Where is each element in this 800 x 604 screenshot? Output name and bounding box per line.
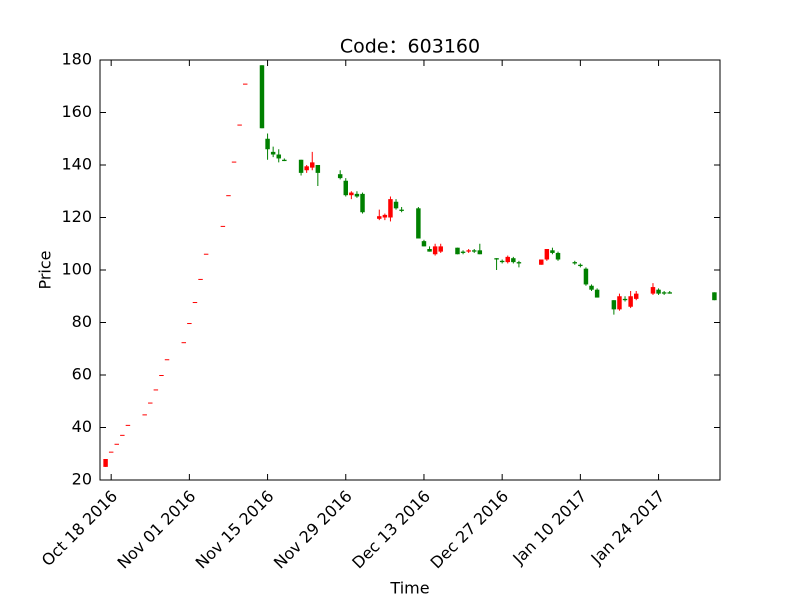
candle-body <box>148 402 153 404</box>
candle-body <box>583 268 589 285</box>
candle-body <box>388 199 393 218</box>
candle-body <box>572 262 578 264</box>
candle-body <box>304 166 309 171</box>
candle-body <box>421 241 427 247</box>
y-tick-label: 80 <box>72 312 92 331</box>
candle-body <box>259 65 265 129</box>
candle-body <box>315 165 321 173</box>
candle-body <box>427 249 432 252</box>
candle-body <box>125 424 131 426</box>
candle-body <box>360 193 365 213</box>
candle-body <box>466 250 471 252</box>
candle-body <box>661 292 667 294</box>
candle-body <box>120 434 125 436</box>
candle-body <box>622 298 628 301</box>
candle-body <box>544 249 550 260</box>
candle-body <box>343 180 348 196</box>
candle-body <box>472 250 477 252</box>
y-tick-label: 160 <box>61 102 92 121</box>
candle-body <box>656 289 661 294</box>
candle-body <box>310 162 315 168</box>
candle-body <box>198 278 203 280</box>
plot-frame <box>99 59 721 481</box>
y-tick-label: 120 <box>61 207 92 226</box>
candle-body <box>399 209 404 211</box>
candle-body <box>494 258 499 260</box>
x-axis-label: Time <box>389 579 429 598</box>
candle-body <box>382 214 388 218</box>
candle-body <box>511 258 516 263</box>
candle-body <box>242 83 248 85</box>
candle-body <box>617 296 622 310</box>
candle-body <box>477 250 483 255</box>
candle-body <box>416 208 421 239</box>
candle-body <box>265 138 270 150</box>
candle-body <box>377 216 382 219</box>
candle-body <box>555 252 561 260</box>
candle-body <box>276 154 281 159</box>
candle-body <box>187 323 192 325</box>
candle-body <box>237 124 242 126</box>
candle-body <box>594 289 600 298</box>
candle-body <box>460 251 466 253</box>
candle-body <box>153 389 159 391</box>
candle-body <box>611 300 617 310</box>
candle-body <box>712 292 717 301</box>
candle-body <box>650 287 656 294</box>
candle-body <box>298 159 304 173</box>
candle-body <box>516 262 522 264</box>
candle-body <box>438 246 443 252</box>
candle-body <box>499 260 505 263</box>
candle-body <box>142 414 147 416</box>
candle-body <box>455 247 460 255</box>
candle-body <box>164 359 170 361</box>
candle-body <box>589 285 594 290</box>
y-tick-label: 140 <box>61 155 92 174</box>
candle-body <box>226 195 231 197</box>
candle-body <box>354 193 360 197</box>
candle-body <box>108 451 114 453</box>
candle-body <box>633 293 639 299</box>
candle-body <box>550 250 555 253</box>
candle-body <box>349 192 354 196</box>
candle-body <box>393 201 399 209</box>
candle-body <box>539 259 544 265</box>
y-tick-label: 100 <box>61 260 92 279</box>
y-tick-label: 60 <box>72 365 92 384</box>
candle-body <box>337 174 343 179</box>
candle-body <box>270 151 276 155</box>
candle-body <box>114 443 119 445</box>
candle-body <box>282 159 287 162</box>
candle-body <box>220 225 226 227</box>
candle-body <box>231 161 237 163</box>
candle-body <box>432 246 438 255</box>
candle-body <box>667 292 672 294</box>
y-tick-label: 180 <box>61 50 92 69</box>
candle-body <box>578 264 583 267</box>
candle-body <box>181 342 187 344</box>
candle-body <box>159 375 164 376</box>
y-tick-label: 20 <box>72 470 92 489</box>
chart-title: Code：603160 <box>340 36 480 58</box>
y-axis-label: Price <box>36 250 55 289</box>
candle-body <box>192 302 198 304</box>
candle-body <box>103 459 108 467</box>
candle-body <box>505 256 510 263</box>
y-tick-label: 40 <box>72 417 92 436</box>
candle-body <box>628 296 633 307</box>
candle-body <box>203 253 209 255</box>
